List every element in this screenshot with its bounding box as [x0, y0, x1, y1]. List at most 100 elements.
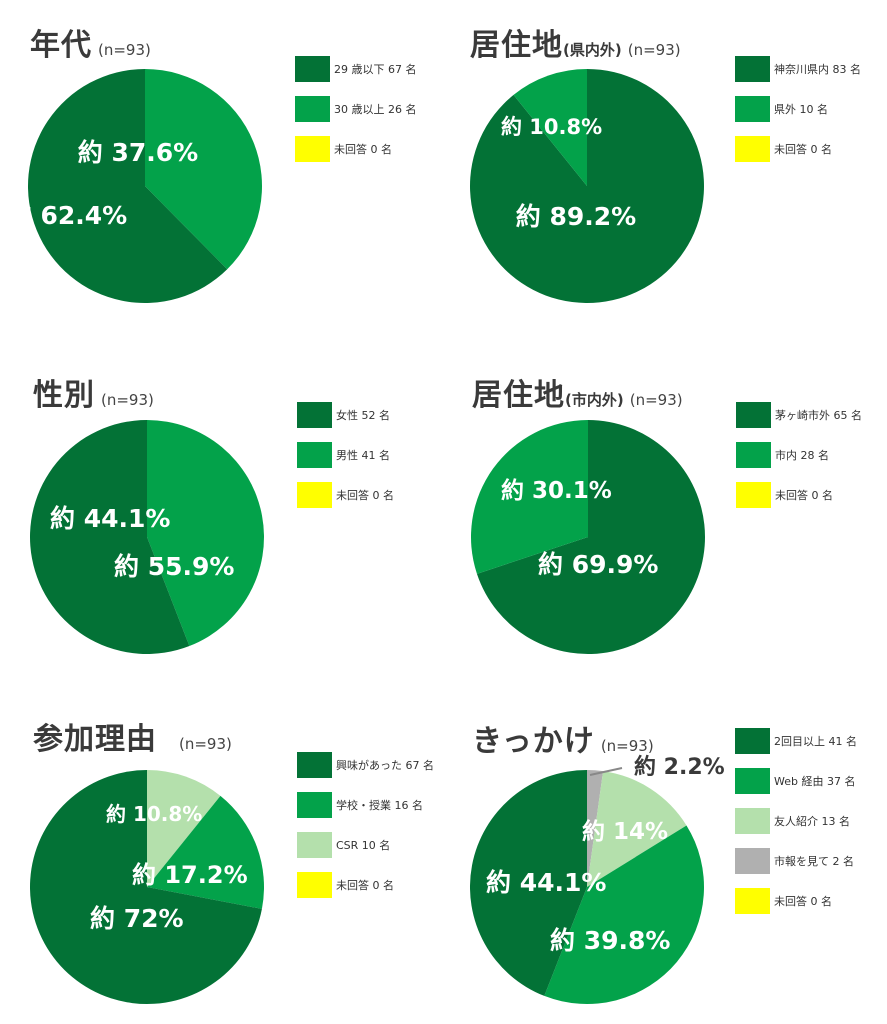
pie-percent-label: 約 62.4% — [7, 201, 127, 230]
legend-label: 未回答 0 名 — [336, 879, 394, 892]
legend-swatch — [297, 752, 332, 778]
legend-item: 2回目以上 41 名 — [735, 728, 857, 754]
legend-swatch — [295, 136, 330, 162]
pie-chart: 約 37.6% 約 62.4% — [7, 69, 262, 303]
legend-swatch — [735, 808, 770, 834]
pie-slice-1 — [147, 770, 221, 887]
legend-label: 市報を見て 2 名 — [774, 855, 854, 868]
pie-percent-label: 約 10.8% — [501, 115, 602, 139]
legend-item: 学校・授業 16 名 — [297, 792, 423, 818]
legend-item: 未回答 0 名 — [735, 888, 832, 914]
legend-swatch — [735, 848, 770, 874]
legend-swatch — [295, 96, 330, 122]
pie-slice-2 — [471, 420, 588, 574]
legend-item: 未回答 0 名 — [735, 136, 832, 162]
legend-label: 未回答 0 名 — [774, 143, 832, 156]
pie-percent-label: 約 17.2% — [132, 861, 248, 889]
leader-line — [589, 767, 623, 776]
legend-label: 未回答 0 名 — [774, 895, 832, 908]
pie-slice-1 — [145, 69, 262, 270]
legend-swatch — [297, 792, 332, 818]
legend-swatch — [735, 768, 770, 794]
legend-swatch — [297, 442, 332, 468]
pie-slice-2 — [587, 771, 687, 887]
legend-label: 学校・授業 16 名 — [336, 799, 423, 812]
legend-swatch — [297, 482, 332, 508]
legend-swatch — [736, 442, 771, 468]
legend-label: 2回目以上 41 名 — [774, 735, 857, 748]
legend-item: 29 歳以下 67 名 — [295, 56, 416, 82]
legend-swatch — [735, 96, 770, 122]
pie-percent-label: 約 39.8% — [550, 926, 670, 955]
legend-swatch — [297, 832, 332, 858]
legend-label: 友人紹介 13 名 — [774, 815, 850, 828]
pie-percent-label: 約 37.6% — [78, 138, 198, 167]
legend-swatch — [735, 56, 770, 82]
legend-item: 市内 28 名 — [736, 442, 829, 468]
legend-swatch — [735, 136, 770, 162]
chart-title: 居住地(県内外) (n=93) — [470, 28, 681, 63]
pie-percent-label: 約 44.1% — [50, 504, 170, 533]
legend-item: CSR 10 名 — [297, 832, 390, 858]
legend-label: 市内 28 名 — [775, 449, 829, 462]
pie-chart: 約 2.2% 約 14% 約 39.8% 約 44.1% — [470, 754, 725, 1004]
pie-percent-label: 約 2.2% — [634, 754, 725, 780]
legend-label: 県外 10 名 — [774, 103, 828, 116]
chart-title: きっかけ (n=93) — [472, 724, 654, 759]
legend-item: Web 経由 37 名 — [735, 768, 855, 794]
legend-label: Web 経由 37 名 — [774, 775, 856, 788]
legend-item: 神奈川県内 83 名 — [735, 56, 861, 82]
pie-chart: 約 10.8% 約 17.2% 約 72% — [30, 770, 264, 1004]
pie-chart: 約 44.1% 約 55.9% — [30, 420, 265, 654]
legend-item: 女性 52 名 — [297, 402, 390, 428]
pie-slice-1 — [147, 420, 265, 647]
legend-label: 未回答 0 名 — [334, 143, 392, 156]
pie-slice-1 — [587, 770, 604, 887]
legend-item: 未回答 0 名 — [295, 136, 392, 162]
pie-percent-label: 約 10.8% — [106, 802, 202, 826]
legend-item: 男性 41 名 — [297, 442, 390, 468]
legend-label: 未回答 0 名 — [336, 489, 394, 502]
pie-percent-label: 約 72% — [90, 904, 184, 933]
legend-label: 神奈川県内 83 名 — [774, 63, 861, 76]
legend-swatch — [736, 402, 771, 428]
legend-label: CSR 10 名 — [336, 839, 391, 852]
legend-swatch — [735, 888, 770, 914]
legend-label: 30 歳以上 26 名 — [334, 103, 417, 116]
pie-slice-4 — [470, 770, 587, 996]
legend-item: 興味があった 67 名 — [297, 752, 434, 778]
legend-item: 未回答 0 名 — [297, 482, 394, 508]
legend-swatch — [735, 728, 770, 754]
pie-slice-2 — [513, 69, 587, 186]
pie-percent-label: 約 30.1% — [501, 477, 612, 504]
legend-label: 男性 41 名 — [336, 449, 390, 462]
legend-item: 友人紹介 13 名 — [735, 808, 850, 834]
legend-item: 未回答 0 名 — [297, 872, 394, 898]
pie-slice-2 — [28, 69, 228, 303]
pie-percent-label: 約 44.1% — [486, 868, 606, 897]
legend-swatch — [736, 482, 771, 508]
pie-slice-2 — [147, 795, 264, 909]
legend-label: 女性 52 名 — [336, 409, 390, 422]
pie-percent-label: 約 89.2% — [516, 202, 636, 231]
legend-swatch — [295, 56, 330, 82]
pie-slice-3 — [30, 770, 262, 1004]
legend-label: 興味があった 67 名 — [336, 759, 434, 772]
pie-slice-3 — [544, 825, 704, 1004]
legend-swatch — [297, 402, 332, 428]
legend-item: 茅ヶ崎市外 65 名 — [736, 402, 862, 428]
legend-label: 29 歳以下 67 名 — [334, 63, 417, 76]
legend-item: 未回答 0 名 — [736, 482, 833, 508]
legend-label: 未回答 0 名 — [775, 489, 833, 502]
chart-title: 居住地(市内外) (n=93) — [472, 378, 683, 413]
chart-title: 年代 (n=93) — [30, 28, 151, 63]
pie-slice-2 — [30, 420, 190, 654]
legend-label: 茅ヶ崎市外 65 名 — [775, 409, 862, 422]
legend-item: 県外 10 名 — [735, 96, 828, 122]
pie-percent-label: 約 55.9% — [114, 552, 234, 581]
legend-swatch — [297, 872, 332, 898]
pie-slice-1 — [476, 420, 705, 654]
pie-percent-label: 約 14% — [582, 818, 668, 845]
chart-title: 参加理由 (n=93) — [33, 722, 232, 757]
pie-percent-label: 約 69.9% — [538, 550, 658, 579]
